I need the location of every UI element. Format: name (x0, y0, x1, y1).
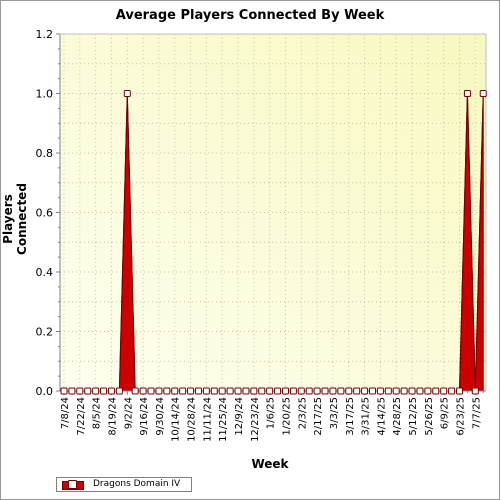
x-tick-label: 10/14/24 (171, 397, 182, 442)
x-tick-label: 1/6/25 (266, 397, 277, 429)
data-point-marker (416, 387, 424, 395)
x-tick-label: 9/30/24 (155, 397, 166, 436)
y-tick-label: 0.8 (36, 147, 54, 160)
x-tick-label: 4/28/25 (392, 397, 403, 436)
x-tick-label: 7/7/25 (471, 397, 482, 429)
data-point-marker (408, 387, 416, 395)
data-point-marker (456, 387, 463, 395)
legend: Dragons Domain IV (56, 477, 192, 492)
chart-title: Average Players Connected By Week (115, 8, 385, 23)
data-point-marker (289, 387, 297, 395)
data-point-marker (392, 387, 400, 395)
data-point-marker (274, 387, 282, 395)
data-point-marker (60, 387, 68, 395)
data-point-marker (68, 387, 76, 395)
data-point-marker (384, 387, 392, 395)
data-point-marker (107, 387, 115, 395)
data-point-marker (424, 387, 432, 395)
data-point-marker (163, 387, 171, 395)
data-point-marker (194, 387, 202, 395)
data-point-marker (250, 387, 258, 395)
data-point-marker (368, 387, 376, 395)
x-tick-label: 3/17/25 (345, 397, 356, 436)
x-tick-label: 6/23/25 (456, 397, 467, 436)
data-point-marker (258, 387, 266, 395)
y-axis-label: Players Connected (1, 183, 29, 255)
data-point-marker (321, 387, 329, 395)
x-tick-label: 8/5/24 (92, 397, 103, 429)
x-tick-label: 2/17/25 (313, 397, 324, 436)
data-point-marker (479, 90, 487, 97)
x-tick-label: 5/26/25 (424, 397, 435, 436)
x-tick-label: 12/23/24 (250, 397, 261, 442)
x-tick-label: 11/11/24 (202, 397, 213, 442)
x-tick-label: 6/9/25 (440, 397, 451, 429)
data-point-marker (234, 387, 242, 395)
legend-marker-icon (68, 480, 77, 489)
x-tick-label: 2/3/25 (297, 397, 308, 429)
data-point-marker (218, 387, 226, 395)
data-point-marker (376, 387, 384, 395)
x-axis-label: Week (251, 457, 289, 471)
data-point-marker (84, 387, 92, 395)
data-point-marker (337, 387, 345, 395)
data-point-marker (313, 387, 321, 395)
legend-series-label: Dragons Domain IV (93, 479, 181, 489)
data-point-marker (131, 387, 139, 395)
data-point-marker (242, 387, 250, 395)
data-point-marker (155, 387, 163, 395)
data-point-marker (115, 387, 123, 395)
x-tick-label: 9/16/24 (139, 397, 150, 436)
x-tick-label: 1/20/25 (281, 397, 292, 436)
x-tick-label: 4/14/25 (376, 397, 387, 436)
x-tick-label: 3/3/25 (329, 397, 340, 429)
data-point-marker (187, 387, 195, 395)
data-point-marker (147, 387, 155, 395)
data-point-marker (448, 387, 456, 395)
x-tick-label: 12/9/24 (234, 397, 245, 436)
y-tick-label: 0.4 (36, 266, 54, 279)
data-point-marker (345, 387, 353, 395)
data-point-marker (100, 387, 108, 395)
y-tick-label: 0.6 (36, 207, 54, 220)
data-point-marker (432, 387, 440, 395)
x-tick-label: 7/8/24 (60, 397, 71, 429)
data-point-marker (297, 387, 305, 395)
data-point-marker (210, 387, 218, 395)
y-tick-label: 0.0 (36, 385, 54, 398)
data-point-marker (92, 387, 100, 395)
x-tick-label: 11/25/24 (218, 397, 229, 442)
data-point-marker (353, 387, 361, 395)
x-tick-label: 10/28/24 (187, 397, 198, 442)
x-tick-label: 9/2/24 (123, 397, 134, 429)
data-point-marker (202, 387, 210, 395)
data-point-marker (463, 90, 471, 97)
x-tick-label: 7/22/24 (76, 397, 87, 436)
data-point-marker (305, 387, 313, 395)
x-tick-label: 8/19/24 (107, 397, 118, 436)
data-point-marker (266, 387, 274, 395)
data-point-marker (139, 387, 147, 395)
y-tick-label: 1.0 (36, 88, 54, 101)
data-point-marker (123, 90, 131, 97)
data-point-marker (179, 387, 187, 395)
y-tick-label: 1.2 (36, 28, 54, 41)
data-point-marker (440, 387, 448, 395)
data-point-marker (471, 387, 479, 395)
x-tick-label: 3/31/25 (361, 397, 372, 436)
data-point-marker (361, 387, 369, 395)
data-point-marker (226, 387, 234, 395)
data-point-marker (329, 387, 337, 395)
data-point-marker (76, 387, 84, 395)
y-tick-label: 0.2 (36, 326, 54, 339)
data-point-marker (400, 387, 408, 395)
data-point-marker (171, 387, 179, 395)
data-point-marker (281, 387, 289, 395)
x-tick-label: 5/12/25 (408, 397, 419, 436)
